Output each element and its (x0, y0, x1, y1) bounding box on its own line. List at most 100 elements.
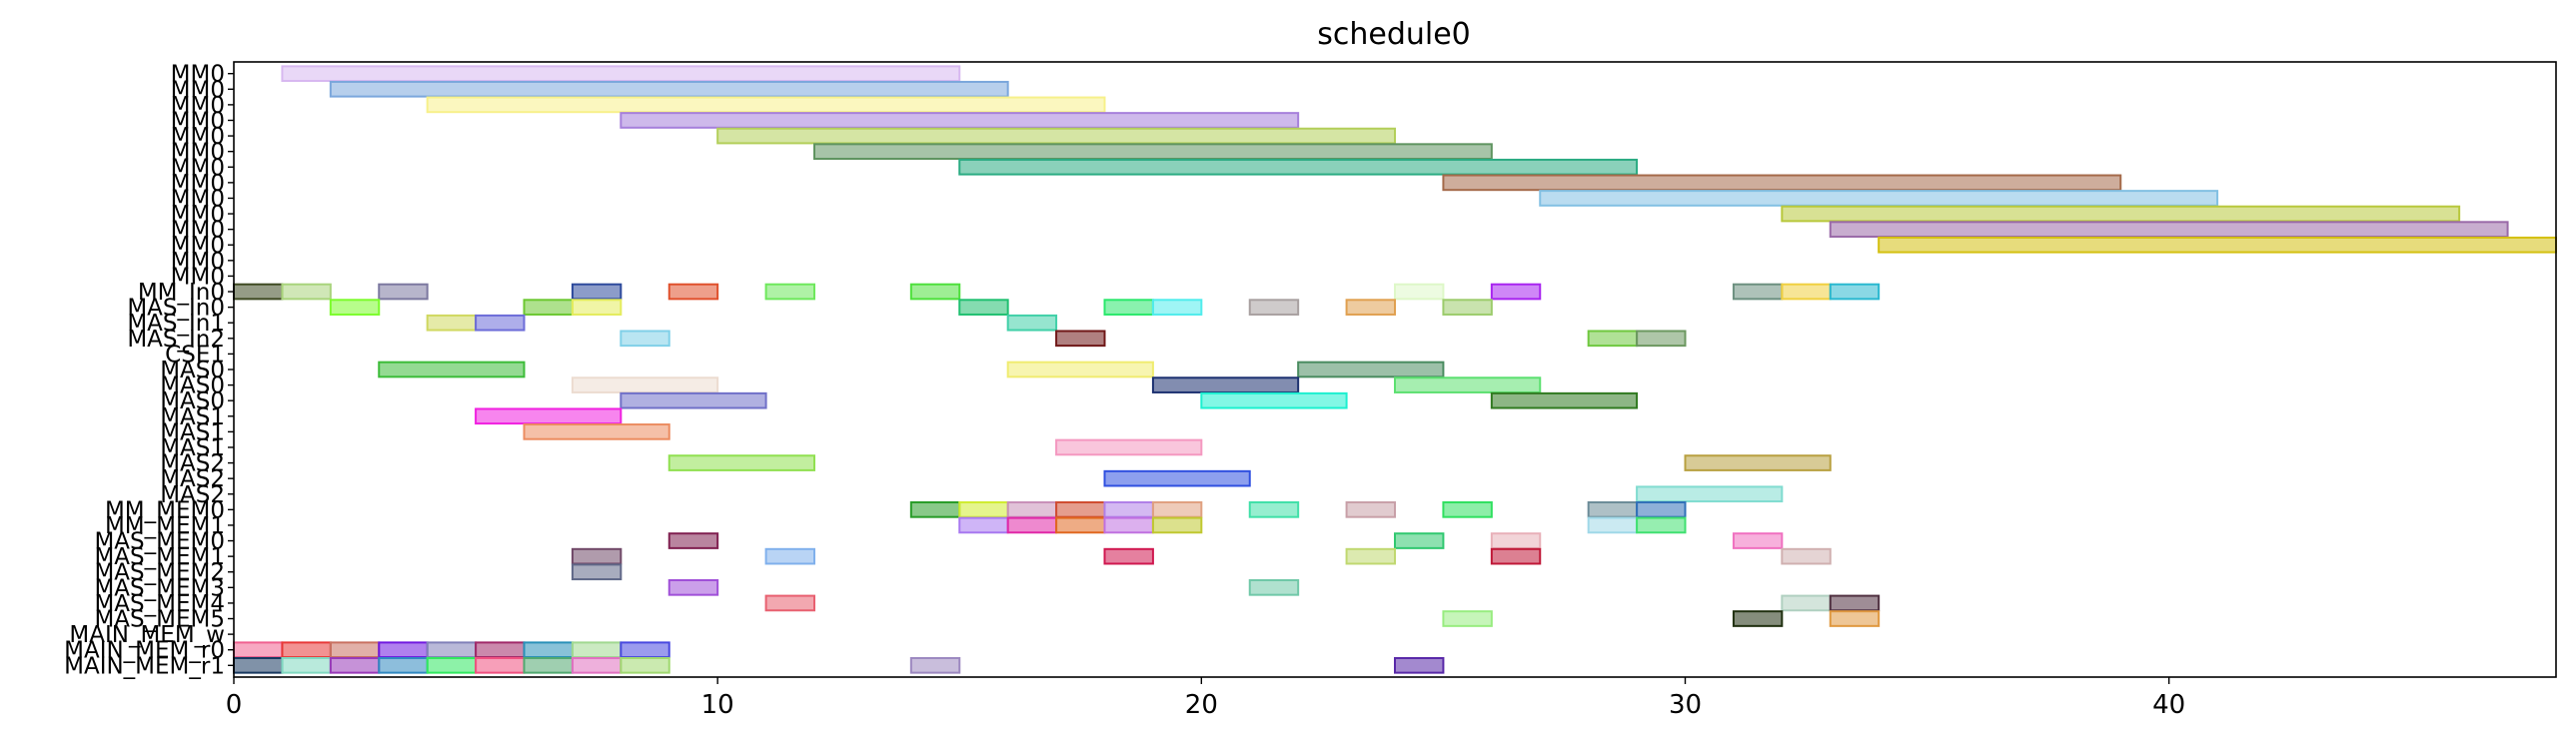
task-bar (571, 547, 623, 565)
y-tick-label: MAS2 (160, 466, 225, 492)
task-bar (1781, 594, 1832, 612)
y-tick-label: MAIN_MEM_r0 (64, 638, 225, 664)
task-bar (1490, 283, 1542, 301)
task-bar (764, 547, 815, 565)
task-bar (620, 112, 1300, 129)
task-bar (1055, 501, 1106, 518)
task-bar (1297, 361, 1445, 378)
task-bar (1151, 501, 1203, 518)
task-bar (958, 516, 1009, 534)
task-bar (620, 391, 767, 409)
y-tick-label: MM0 (171, 233, 225, 259)
task-bar (426, 641, 478, 659)
y-tick-label: MM0 (171, 77, 225, 103)
task-bar (329, 641, 381, 659)
task-bars (233, 65, 2557, 674)
task-bar (1442, 610, 1493, 627)
task-bar (909, 283, 961, 301)
y-tick-label: MM0 (171, 202, 225, 228)
task-bar (233, 283, 284, 301)
plot-frame (233, 61, 2557, 678)
y-tick-label: MAS_In2 (127, 327, 225, 353)
y-tick-label: MAS2 (160, 451, 225, 477)
task-bar (1829, 221, 2509, 238)
task-bar (1442, 299, 1493, 316)
task-bar (475, 641, 526, 659)
task-bar (667, 578, 719, 596)
y-tick-label: MM0 (171, 62, 225, 88)
task-bar (1151, 516, 1203, 534)
y-tick-label: MM0 (171, 108, 225, 134)
task-bar (958, 299, 1009, 316)
task-bar (233, 656, 284, 674)
task-bar (1248, 578, 1300, 596)
task-bar (813, 143, 1493, 161)
task-bar (1248, 501, 1300, 518)
task-bar (1732, 283, 1784, 301)
task-bar (1732, 532, 1784, 549)
task-bar (1442, 501, 1493, 518)
task-bar (571, 641, 623, 659)
task-bar (1055, 516, 1106, 534)
task-bar (475, 656, 526, 674)
y-tick-label: MM0 (171, 264, 225, 290)
y-tick-label: MM_MEM1 (105, 513, 225, 539)
task-bar (1587, 501, 1639, 518)
task-bar (378, 656, 429, 674)
task-bar (1103, 516, 1154, 534)
task-bar (329, 80, 1009, 98)
y-tick-label: MAS_MEM1 (94, 544, 225, 570)
task-bar (1636, 516, 1687, 534)
task-bar (475, 314, 526, 332)
task-bar (1006, 361, 1154, 378)
task-bar (1151, 376, 1300, 393)
task-bar (1103, 299, 1154, 316)
task-bar (1345, 547, 1397, 565)
task-bar (1055, 330, 1106, 348)
y-tick-label: MAS_In0 (127, 296, 225, 322)
task-bar (1781, 205, 2461, 223)
y-tick-label: MM0 (171, 93, 225, 119)
task-bar (523, 299, 574, 316)
task-bar (523, 641, 574, 659)
task-bar (909, 501, 961, 518)
task-bar (378, 283, 429, 301)
task-bar (667, 454, 815, 471)
y-tick-label: MM_In0 (138, 280, 225, 306)
task-bar (1103, 547, 1154, 565)
task-bar (426, 314, 478, 332)
y-tick-label: MAIN_MEM_w (69, 622, 225, 648)
task-bar (1200, 391, 1348, 409)
y-tick-label: MAIN_MEM_r1 (64, 653, 225, 679)
task-bar (281, 656, 332, 674)
y-tick-label: MAS_MEM3 (94, 575, 225, 601)
y-tick-label: MAS1 (160, 404, 225, 430)
y-tick-label: MAS_MEM5 (94, 607, 225, 633)
x-tick-label: 0 (226, 690, 243, 720)
task-bar (667, 532, 719, 549)
task-bar (764, 283, 815, 301)
x-tick-label: 40 (2152, 690, 2185, 720)
task-bar (620, 656, 670, 674)
task-bar (620, 330, 670, 348)
y-tick-label: MM0 (171, 218, 225, 244)
task-bar (475, 407, 623, 425)
y-tick-label: MM0 (171, 140, 225, 166)
task-bar (1394, 532, 1445, 549)
task-bar (571, 376, 719, 393)
task-bar (1394, 656, 1445, 674)
task-bar (1006, 501, 1058, 518)
task-bar (958, 158, 1639, 176)
task-bar (1248, 299, 1300, 316)
y-tick-label: MAS2 (160, 482, 225, 508)
y-tick-label: MM0 (171, 124, 225, 150)
task-bar (1103, 469, 1251, 487)
y-tick-label: MM0 (171, 249, 225, 275)
task-bar (958, 501, 1009, 518)
x-tick-label: 30 (1669, 690, 1702, 720)
y-tick-label: MAS0 (160, 373, 225, 399)
y-tick-label: MM0 (171, 155, 225, 181)
y-tick-label: MAS_MEM4 (94, 591, 225, 617)
task-bar (1394, 283, 1445, 301)
